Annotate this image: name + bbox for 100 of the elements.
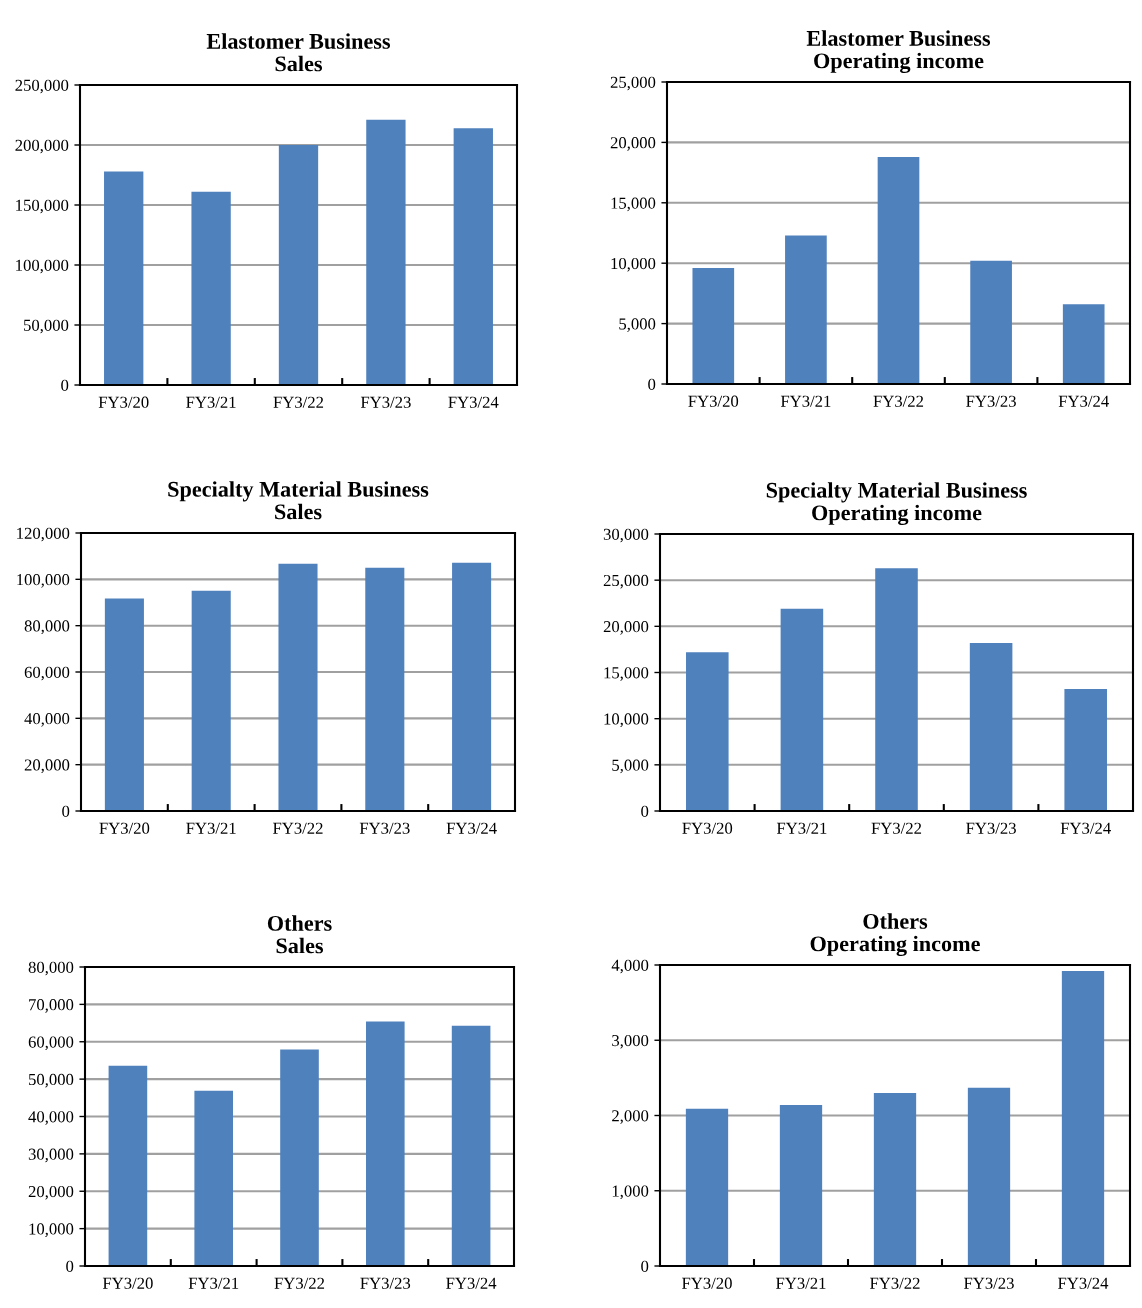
x-tick-label: FY3/23 [360, 1277, 411, 1289]
y-tick-label: 40,000 [24, 713, 70, 727]
bar [104, 171, 144, 385]
x-tick-label: FY3/20 [99, 822, 150, 834]
x-tick-label: FY3/22 [274, 1277, 325, 1289]
chart-title: Elastomer Business Sales [206, 33, 391, 72]
x-tick-label: FY3/21 [780, 395, 831, 407]
x-tick-label: FY3/21 [776, 1277, 826, 1289]
bar [780, 608, 824, 811]
x-tick-label: FY3/20 [98, 396, 149, 408]
bar [785, 235, 827, 384]
x-tick-label: FY3/23 [966, 395, 1016, 407]
y-tick-label: 0 [641, 1260, 649, 1272]
bar [969, 642, 1013, 811]
bar [366, 119, 406, 385]
y-tick-label: 40,000 [28, 1111, 74, 1125]
x-tick-label: FY3/23 [359, 822, 410, 834]
y-tick-label: 0 [62, 805, 70, 817]
y-tick-label: 0 [648, 378, 656, 390]
y-tick-label: 30,000 [603, 528, 649, 543]
x-tick-label: FY3/21 [186, 396, 236, 408]
x-tick-label: FY3/24 [1058, 395, 1109, 407]
x-tick-label: FY3/24 [448, 396, 499, 408]
bar [685, 1108, 729, 1266]
x-tick-label: FY3/22 [273, 822, 323, 834]
bar [453, 128, 493, 385]
y-tick-label: 2,000 [612, 1110, 649, 1124]
x-tick-label: FY3/22 [273, 396, 324, 408]
y-tick-label: 5,000 [612, 759, 649, 774]
chart-title: Others Sales [267, 915, 332, 954]
y-tick-label: 70,000 [29, 999, 74, 1013]
bar [1062, 304, 1105, 384]
y-tick-label: 10,000 [604, 713, 649, 728]
bar [967, 1087, 1011, 1266]
y-tick-label: 4,000 [611, 959, 649, 974]
x-tick-label: FY3/23 [360, 396, 411, 408]
y-tick-label: 20,000 [28, 1185, 74, 1200]
bar [452, 562, 492, 811]
bar [1061, 971, 1105, 1266]
x-tick-label: FY3/20 [682, 1277, 732, 1289]
x-tick-label: FY3/20 [688, 395, 739, 407]
bar [779, 1104, 823, 1266]
x-tick-label: FY3/21 [186, 822, 236, 834]
y-tick-label: 250,000 [15, 79, 69, 94]
y-tick-label: 30,000 [28, 1148, 74, 1163]
bar [366, 1021, 405, 1266]
x-tick-label: FY3/23 [966, 822, 1016, 834]
y-tick-label: 0 [641, 805, 649, 817]
y-tick-label: 150,000 [16, 199, 69, 214]
y-tick-label: 80,000 [28, 961, 74, 976]
y-tick-label: 15,000 [611, 197, 656, 212]
bar [451, 1025, 491, 1266]
y-tick-label: 0 [66, 1260, 74, 1272]
y-tick-label: 200,000 [15, 139, 69, 154]
x-tick-label: FY3/24 [1058, 1277, 1109, 1289]
chart-title: Others Operating income [810, 913, 980, 957]
y-tick-label: 60,000 [24, 666, 70, 681]
y-tick-label: 10,000 [29, 1223, 74, 1237]
x-tick-label: FY3/20 [682, 822, 733, 834]
bar [1064, 689, 1107, 811]
bar [877, 156, 920, 384]
bar [970, 260, 1012, 384]
y-tick-label: 5,000 [619, 318, 656, 332]
y-tick-label: 25,000 [603, 574, 649, 589]
x-tick-label: FY3/22 [873, 395, 924, 407]
x-tick-label: FY3/24 [1060, 822, 1111, 834]
y-tick-label: 3,000 [612, 1034, 649, 1049]
y-tick-label: 50,000 [29, 1073, 74, 1088]
y-tick-label: 50,000 [24, 319, 69, 334]
bar [280, 1049, 319, 1266]
bar [875, 568, 918, 811]
x-tick-label: FY3/24 [446, 822, 497, 834]
bar [278, 145, 319, 385]
bar [108, 1065, 148, 1266]
bar [692, 268, 735, 384]
bar [365, 567, 405, 811]
y-tick-label: 20,000 [603, 621, 649, 635]
bar [873, 1092, 917, 1266]
chart-title: Specialty Material Business Operating income [766, 482, 1027, 526]
x-tick-label: FY3/21 [188, 1277, 239, 1289]
y-tick-label: 20,000 [610, 137, 656, 151]
y-tick-label: 60,000 [28, 1036, 74, 1051]
y-tick-label: 25,000 [610, 76, 656, 91]
bar [278, 563, 318, 811]
chart-title: Elastomer Business Operating income [806, 30, 991, 74]
y-tick-label: 10,000 [611, 257, 656, 272]
y-tick-label: 100,000 [17, 574, 70, 588]
x-tick-label: FY3/24 [446, 1277, 497, 1289]
x-tick-label: FY3/20 [102, 1277, 153, 1289]
y-tick-label: 100,000 [16, 259, 69, 274]
y-tick-label: 80,000 [24, 620, 70, 635]
bar [686, 652, 729, 811]
y-tick-label: 15,000 [604, 667, 649, 681]
chart-title: Specialty Material Business Sales [168, 481, 429, 520]
bar [191, 191, 231, 385]
bar [191, 590, 231, 811]
y-tick-label: 1,000 [612, 1185, 649, 1200]
x-tick-label: FY3/23 [964, 1277, 1014, 1289]
x-tick-label: FY3/22 [870, 1277, 920, 1289]
bar [194, 1090, 234, 1266]
